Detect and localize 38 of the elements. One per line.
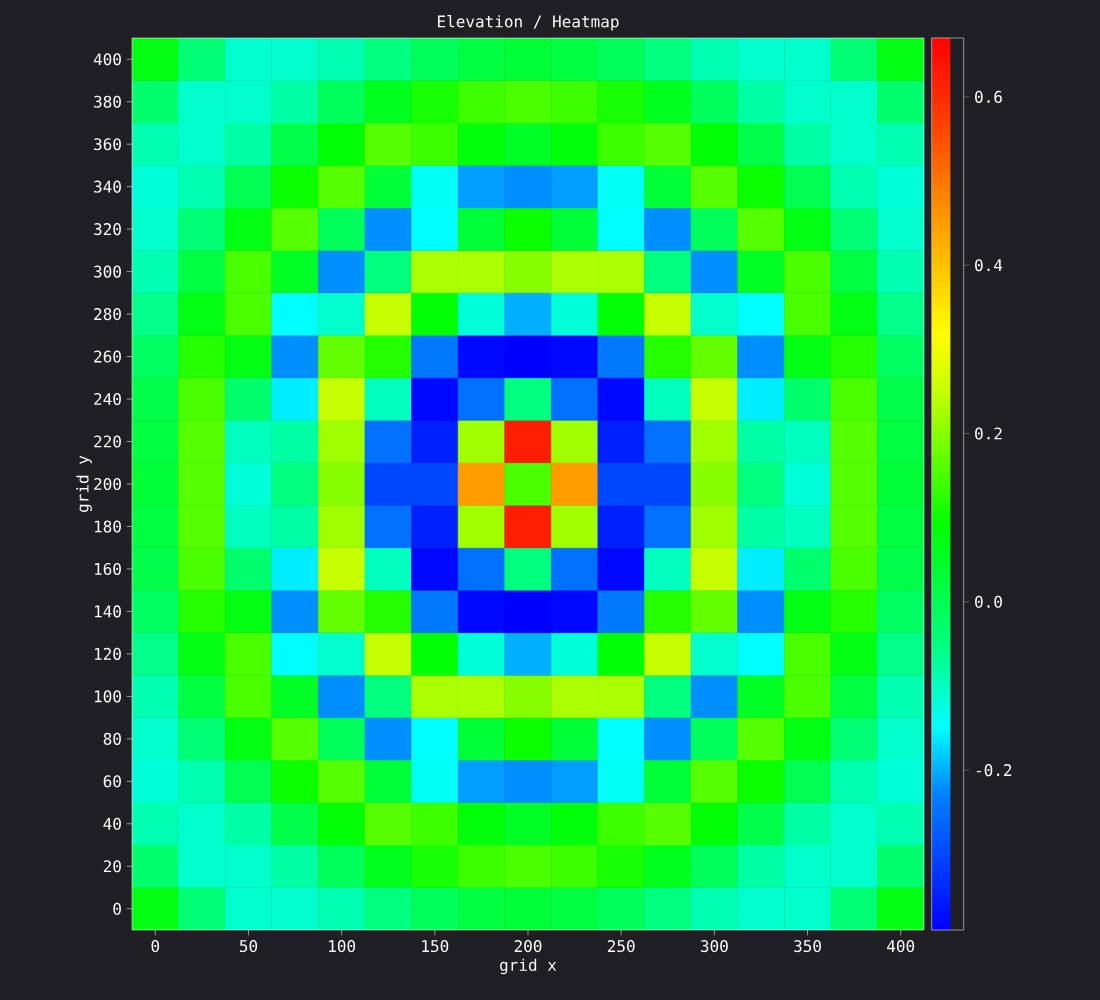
x-tick-label: 0	[151, 940, 160, 953]
x-tick-label: 200	[514, 940, 542, 953]
y-tick-label: 60	[103, 775, 121, 788]
x-tick-label: 300	[700, 940, 728, 953]
y-tick-label: 200	[94, 477, 121, 491]
x-tick-label: 350	[794, 940, 821, 953]
y-tick-label: 300	[94, 265, 121, 278]
color-bar-label: 0.2	[975, 427, 1002, 440]
y-tick-label: 180	[94, 520, 121, 533]
y-tick-label: 0	[113, 902, 121, 915]
x-tick-label: 100	[329, 940, 356, 953]
y-tick-label: 240	[94, 392, 121, 406]
x-axis-title: grid x	[500, 958, 557, 975]
y-tick-label: 20	[103, 860, 121, 873]
y-tick-label: 320	[94, 223, 121, 236]
color-bar-label: 0.0	[975, 595, 1002, 608]
y-tick-label: 280	[94, 308, 121, 321]
y-tick-label: 380	[94, 95, 121, 108]
x-tick-label: 50	[239, 940, 258, 953]
y-tick-label: 360	[94, 138, 121, 151]
y-tick-label: 40	[103, 817, 121, 830]
color-bar-label: -0.2	[976, 764, 1012, 777]
x-tick-label: 250	[607, 940, 635, 953]
y-tick-label: 80	[103, 732, 121, 745]
color-bar-label: 0.6	[975, 90, 1002, 103]
y-tick-label: 160	[94, 562, 121, 576]
chart-title: Elevation / Heatmap	[438, 15, 619, 31]
x-tick-label: 150	[422, 940, 449, 953]
y-tick-label: 220	[94, 435, 121, 448]
x-tick-label: 400	[887, 940, 915, 953]
color-bar-label: 0.4	[975, 259, 1003, 272]
y-axis-title: grid y	[76, 455, 92, 512]
y-tick-label: 400	[93, 53, 121, 66]
y-tick-label: 100	[94, 690, 121, 703]
y-tick-label: 340	[94, 180, 121, 193]
y-tick-label: 140	[94, 605, 121, 618]
y-tick-label: 260	[94, 350, 121, 363]
y-tick-label: 120	[94, 647, 121, 660]
